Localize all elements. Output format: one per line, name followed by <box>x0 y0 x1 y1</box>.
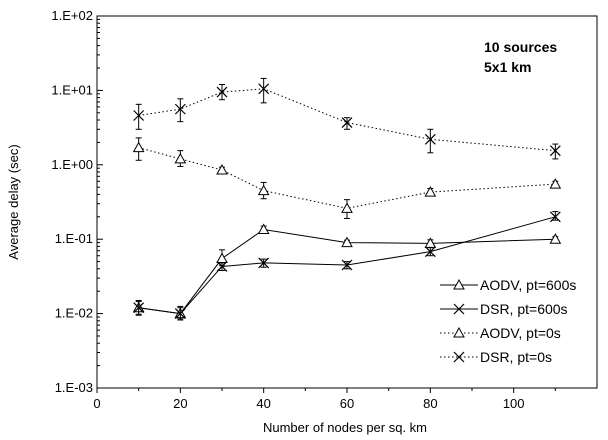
x-marker-stroke <box>453 351 465 363</box>
data-point <box>424 133 436 145</box>
y-axis-title: Average delay (sec) <box>6 144 21 259</box>
legend-label: AODV, pt=0s <box>480 325 561 341</box>
y-tick-label: 1.E-02 <box>55 306 93 321</box>
data-point <box>258 83 270 95</box>
data-point <box>216 86 228 98</box>
x-tick-label: 0 <box>93 396 100 411</box>
data-point <box>549 211 561 223</box>
data-point <box>174 152 187 164</box>
data-point <box>174 308 186 320</box>
data-point <box>549 178 562 189</box>
x-axis-title: Number of nodes per sq. km <box>263 420 427 435</box>
legend-marker <box>453 278 465 290</box>
data-point <box>341 202 353 213</box>
data-point <box>341 236 353 248</box>
legend-marker <box>453 303 465 315</box>
legend: AODV, pt=600s DSR, pt=600s AODV, pt=0s DSR,… <box>440 277 576 365</box>
x-marker-stroke <box>216 86 228 98</box>
data-point <box>341 117 353 128</box>
data-point <box>549 233 562 244</box>
data-point <box>133 302 145 314</box>
x-marker-stroke <box>174 103 186 115</box>
series-3 <box>133 77 561 160</box>
series-1 <box>133 211 561 320</box>
data-point <box>216 261 228 272</box>
data-point <box>424 186 437 197</box>
x-marker-stroke <box>216 261 228 272</box>
legend-label: DSR, pt=0s <box>480 349 552 365</box>
data-point <box>549 145 561 157</box>
x-marker-stroke <box>174 308 186 320</box>
data-point <box>341 259 353 271</box>
x-marker-stroke <box>133 110 145 121</box>
x-tick-label: 40 <box>256 396 270 411</box>
x-tick-label: 100 <box>503 396 525 411</box>
data-point <box>133 110 145 121</box>
x-marker-stroke <box>341 259 353 271</box>
legend-label: AODV, pt=600s <box>480 277 576 293</box>
x-marker-stroke <box>453 303 465 315</box>
data-point <box>174 103 186 115</box>
legend-marker <box>453 351 465 363</box>
legend-marker <box>453 326 465 338</box>
y-tick-label: 1.E+02 <box>51 8 93 23</box>
series-layer <box>132 77 562 321</box>
legend-label: DSR, pt=600s <box>480 301 568 317</box>
x-marker-stroke <box>549 145 561 157</box>
x-tick-label: 60 <box>340 396 354 411</box>
y-tick-label: 1.E-01 <box>55 231 93 246</box>
annotation-sources: 10 sources <box>484 39 557 55</box>
data-point <box>257 184 270 196</box>
x-tick-label: 80 <box>423 396 437 411</box>
x-marker-stroke <box>258 83 270 95</box>
y-tick-label: 1.E+01 <box>51 82 93 97</box>
axes: 1.E-03 1.E-02 1.E-01 1.E+00 1.E+01 1.E+02 0 20 4… <box>51 8 556 411</box>
annotation-area: 5x1 km <box>484 59 531 75</box>
x-marker-stroke <box>424 133 436 145</box>
data-point <box>424 246 436 258</box>
x-marker-stroke <box>549 211 561 223</box>
data-point <box>216 164 228 175</box>
data-point <box>132 141 145 153</box>
data-point <box>257 223 270 235</box>
series-2 <box>132 137 562 219</box>
x-marker-stroke <box>341 117 353 128</box>
x-marker-stroke <box>424 246 436 258</box>
x-marker-stroke <box>133 302 145 314</box>
y-tick-label: 1.E-03 <box>55 380 93 395</box>
y-tick-label: 1.E+00 <box>51 157 93 172</box>
x-marker-stroke <box>258 257 270 269</box>
data-point <box>258 257 270 269</box>
data-point <box>216 252 228 264</box>
x-tick-label: 20 <box>173 396 187 411</box>
